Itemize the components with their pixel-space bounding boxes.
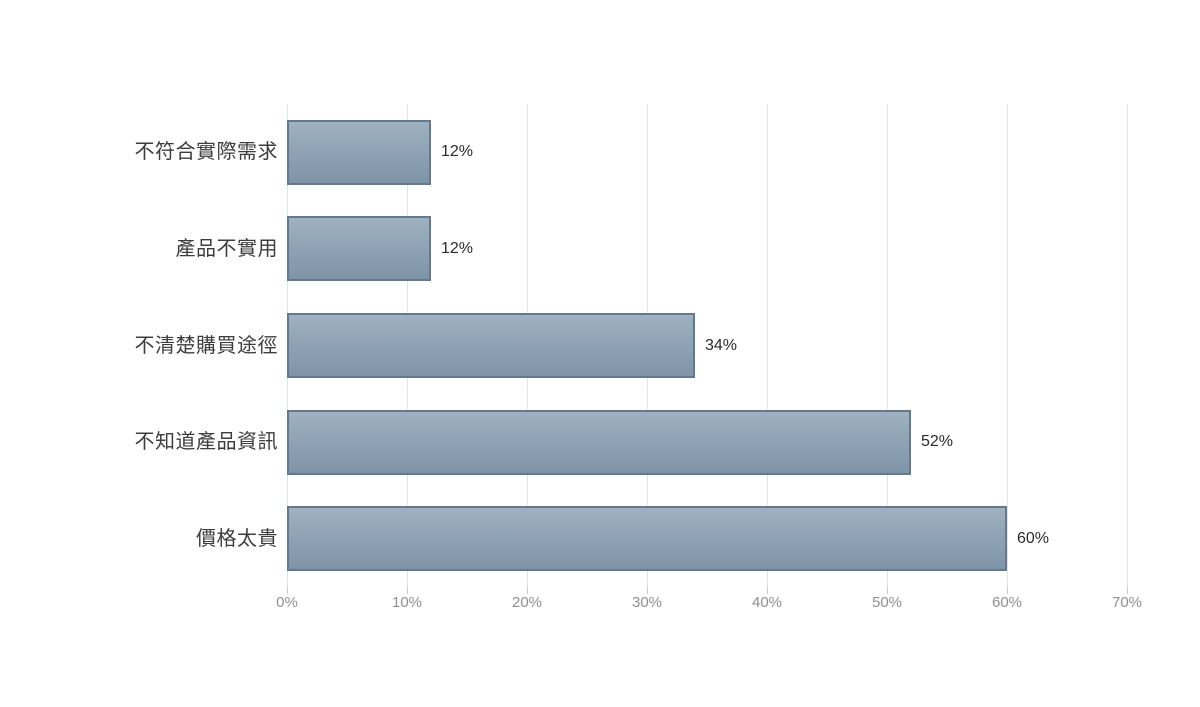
- bar: [287, 313, 695, 378]
- gridline: [767, 104, 768, 587]
- bar-chart: 0% 10% 20% 30% 40% 50% 60% 70% 不符合實際需求 12% 產品不實用 12…: [40, 16, 1200, 691]
- axis-tick: [527, 587, 528, 594]
- x-axis-tick-label: 50%: [871, 594, 903, 611]
- value-label: 12%: [441, 239, 474, 257]
- x-axis-tick-label: 30%: [631, 594, 663, 611]
- bar: [287, 409, 911, 475]
- value-label: 12%: [441, 143, 474, 161]
- category-label: 產品不實用: [175, 237, 278, 260]
- axis-tick: [287, 587, 288, 594]
- value-label: 60%: [1017, 529, 1050, 547]
- category-label: 不清楚購買途徑: [134, 334, 278, 357]
- x-axis-tick-label: 10%: [391, 594, 423, 611]
- bar: [287, 216, 431, 282]
- gridline: [1007, 104, 1008, 587]
- x-axis-tick-label: 0%: [276, 594, 298, 611]
- category-label: 不符合實際需求: [134, 141, 278, 164]
- axis-tick: [407, 587, 408, 594]
- axis-tick: [647, 587, 648, 594]
- axis-tick: [767, 587, 768, 594]
- x-axis-tick-label: 40%: [751, 594, 783, 611]
- axis-tick: [887, 587, 888, 594]
- bar: [287, 506, 1007, 572]
- x-axis-tick-label: 60%: [991, 594, 1023, 611]
- value-label: 34%: [705, 336, 738, 354]
- category-label: 不知道產品資訊: [134, 431, 278, 454]
- value-label: 52%: [921, 433, 954, 451]
- axis-tick: [1007, 587, 1008, 594]
- x-axis-tick-label: 70%: [1111, 594, 1143, 611]
- category-label: 價格太貴: [196, 527, 278, 550]
- gridline: [1127, 104, 1128, 587]
- bar: [287, 119, 431, 185]
- axis-tick: [1127, 587, 1128, 594]
- gridline: [887, 104, 888, 587]
- x-axis-tick-label: 20%: [511, 594, 543, 611]
